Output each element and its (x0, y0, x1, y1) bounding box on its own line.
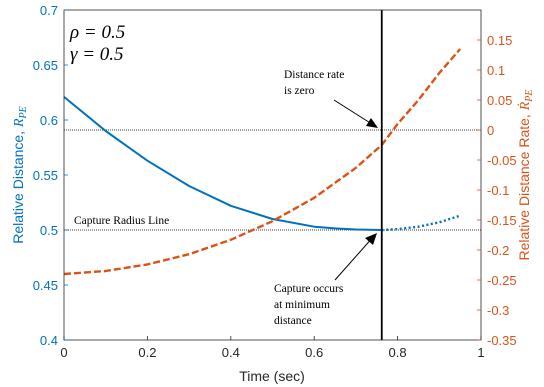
capture-radius-label: Capture Radius Line (74, 215, 169, 227)
series-line-1 (381, 214, 461, 232)
series-line-2 (63, 48, 462, 276)
y-axis-left-title-text: Relative Distance, (10, 127, 26, 244)
y-left-tick-label: 0.45 (33, 278, 58, 293)
y-right-tick-label: -0.05 (487, 153, 517, 168)
x-tick-label: 0.6 (305, 345, 323, 360)
y-axis-left-title-subscript: PE (18, 106, 29, 119)
x-axis-title: Time (sec) (239, 368, 305, 384)
y-right-tick-label: -0.25 (487, 273, 517, 288)
y-right-tick-label: -0.1 (487, 183, 509, 198)
annotation-distance-rate: Distance rate is zero (284, 69, 378, 128)
y-right-tick-label: -0.15 (487, 213, 517, 228)
y-right-tick-label: -0.35 (487, 333, 517, 348)
annotation-distance-rate-line2: is zero (284, 85, 315, 97)
plot-background (64, 10, 481, 340)
annotation-capture-line1: Capture occurs (274, 283, 344, 295)
x-tick-label: 1 (477, 345, 484, 360)
annotation-capture-line3: distance (274, 315, 312, 327)
x-tick-label: 0.2 (138, 345, 156, 360)
y-axis-right-title: Relative Distance Rate, ṘPE (516, 90, 535, 261)
annotation-capture-arrowhead-icon (365, 233, 377, 245)
annotation-distance-rate-arrow (333, 99, 376, 127)
annotation-distance-rate-line1: Distance rate (284, 69, 344, 81)
y-left-tick-label: 0.6 (40, 113, 58, 128)
series-line-0 (63, 96, 382, 231)
y-right-tick-label: 0.05 (487, 93, 512, 108)
x-tick-label: 0.8 (389, 345, 407, 360)
annotation-capture: Capture occurs at minimum distance (274, 233, 377, 327)
y-axis-left-title: Relative Distance, RPE (10, 106, 29, 244)
annotation-distance-rate-arrowhead-icon (366, 118, 378, 128)
y-right-tick-label: 0 (487, 123, 494, 138)
y-left-tick-label: 0.7 (40, 3, 58, 18)
y-right-tick-label: -0.2 (487, 243, 509, 258)
y-right-tick-label: 0.1 (487, 63, 505, 78)
annotation-capture-line2: at minimum (274, 299, 330, 311)
y-left-tick-label: 0.65 (33, 58, 58, 73)
y-axis-right-title-subscript: PE (524, 90, 535, 103)
y-right-tick-label: -0.3 (487, 303, 509, 318)
y-axis-right-title-symbol: Ṙ (517, 101, 533, 111)
y-axis-right-title-text: Relative Distance Rate, (516, 110, 532, 260)
y-left-tick-label: 0.55 (33, 168, 58, 183)
y-left-tick-label: 0.4 (40, 333, 58, 348)
param-gamma: γ = 0.5 (70, 44, 124, 65)
y-left-tick-label: 0.5 (40, 223, 58, 238)
y-right-tick-label: 0.15 (487, 33, 512, 48)
annotation-capture-arrow (334, 235, 375, 281)
y-axis-left-title-symbol: R (12, 118, 27, 128)
x-tick-label: 0.4 (222, 345, 240, 360)
param-rho: ρ = 0.5 (69, 22, 125, 43)
x-tick-label: 0 (60, 345, 67, 360)
